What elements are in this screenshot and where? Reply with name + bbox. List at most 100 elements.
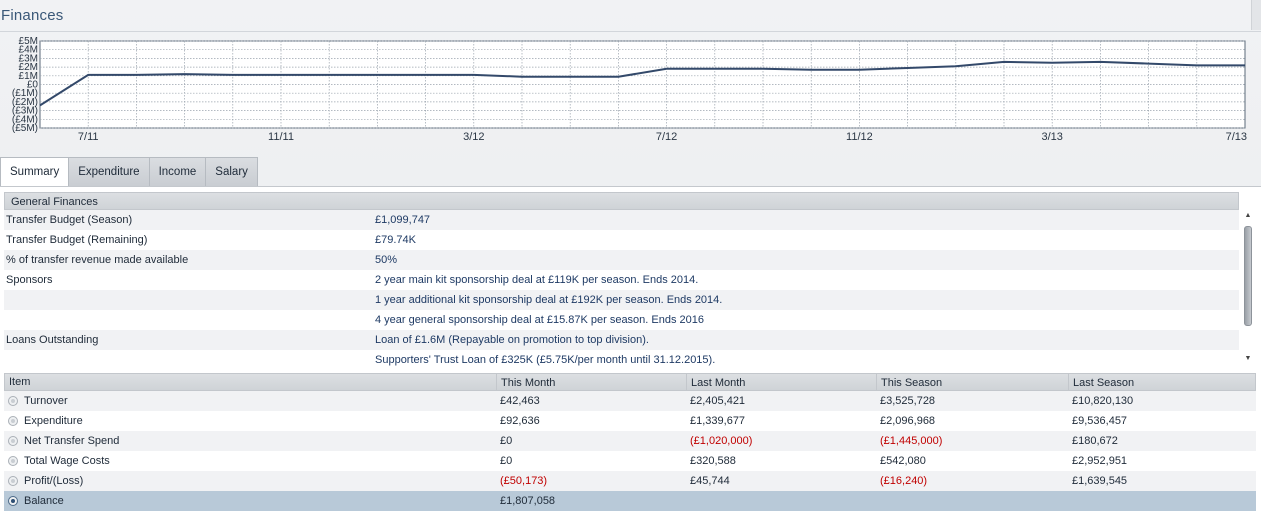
row-item-label: Balance	[24, 495, 64, 507]
row-item-label: Net Transfer Spend	[24, 435, 120, 447]
general-finances-label: Transfer Budget (Season)	[6, 214, 133, 226]
table-row[interactable]: Profit/(Loss) (£50,173) £45,744 (£16,240) £1…	[4, 471, 1256, 491]
table-row[interactable]: Total Wage Costs £0 £320,588 £542,080 £2,952…	[4, 451, 1256, 471]
cell-last-month: £320,588	[690, 455, 736, 467]
title-divider	[0, 31, 1261, 32]
cell-this-season: (£1,445,000)	[880, 435, 943, 447]
y-tick-label: £3M	[19, 53, 38, 64]
cell-this-month: £1,807,058	[500, 495, 556, 507]
cell-last-month: (£1,020,000)	[690, 435, 753, 447]
general-finances-row: % of transfer revenue made available 50%	[4, 250, 1239, 270]
general-finances-scrollbar[interactable]: ▲ ▼	[1242, 210, 1254, 365]
general-finances-label	[4, 290, 375, 310]
general-finances-value: £1,099,747	[375, 214, 431, 226]
y-tick-label: £4M	[19, 45, 38, 56]
cell-last-season: £180,672	[1072, 435, 1118, 447]
cell-last-season	[1068, 491, 1256, 511]
radio-icon[interactable]	[8, 456, 18, 466]
cell-last-month: £2,405,421	[690, 395, 746, 407]
summary-panel: General Finances Transfer Budget (Season…	[0, 186, 1261, 513]
triangle-down-icon[interactable]: ▼	[1244, 355, 1252, 362]
table-row[interactable]: Balance £1,807,058	[4, 491, 1256, 511]
cell-this-season	[876, 491, 1068, 511]
x-tick-label: 7/12	[656, 131, 677, 143]
cell-last-month: £1,339,677	[690, 415, 746, 427]
triangle-up-icon[interactable]: ▲	[1244, 212, 1252, 219]
table-row[interactable]: Expenditure £92,636 £1,339,677 £2,096,968 £9…	[4, 411, 1256, 431]
general-finances-value: 4 year general sponsorship deal at £15.8…	[375, 314, 705, 326]
column-header-item[interactable]: Item	[5, 374, 497, 390]
x-tick-label: 3/13	[1041, 131, 1062, 143]
general-finances-label: % of transfer revenue made available	[6, 254, 189, 266]
cell-this-month: £42,463	[500, 395, 540, 407]
general-finances-label	[4, 310, 375, 330]
radio-icon[interactable]	[8, 476, 18, 486]
cell-this-month: £0	[500, 455, 513, 467]
row-item-cell: Expenditure	[4, 411, 496, 431]
panel-edge	[1251, 0, 1261, 30]
x-tick-label: 3/12	[463, 131, 484, 143]
cell-this-season: £542,080	[880, 455, 926, 467]
table-row[interactable]: Turnover £42,463 £2,405,421 £3,525,728 £10,8…	[4, 391, 1256, 411]
cell-last-season: £1,639,545	[1072, 475, 1128, 487]
y-tick-label: (£1M)	[12, 88, 38, 99]
column-header-this-season[interactable]: This Season	[877, 374, 1069, 390]
row-item-cell: Profit/(Loss)	[4, 471, 496, 491]
cell-this-month: (£50,173)	[500, 475, 548, 487]
row-item-label: Total Wage Costs	[24, 455, 110, 467]
column-header-last-season[interactable]: Last Season	[1073, 377, 1135, 389]
general-finances-section: General Finances Transfer Budget (Season…	[4, 192, 1239, 370]
y-tick-label: £0	[27, 80, 39, 91]
y-tick-label: £1M	[19, 71, 38, 82]
general-finances-row: Sponsors 2 year main kit sponsorship deal…	[4, 270, 1239, 290]
tab-expenditure[interactable]: Expenditure	[69, 157, 150, 187]
table-row[interactable]: Net Transfer Spend £0 (£1,020,000) (£1,445,…	[4, 431, 1256, 451]
cell-this-season: £3,525,728	[880, 395, 936, 407]
balance-series-line	[39, 60, 1245, 107]
y-tick-label: (£4M)	[12, 114, 38, 125]
column-header-this-month[interactable]: This Month	[497, 374, 687, 390]
column-header-last-month[interactable]: Last Month	[687, 374, 877, 390]
plot-area	[39, 40, 1246, 129]
general-finances-value: Supporters' Trust Loan of £325K (£5.75K/…	[375, 354, 716, 366]
general-finances-row: 1 year additional kit sponsorship deal a…	[4, 290, 1239, 310]
general-finances-label: Transfer Budget (Remaining)	[6, 234, 148, 246]
radio-icon[interactable]	[8, 496, 18, 506]
general-finances-row: Transfer Budget (Remaining) £79.74K	[4, 230, 1239, 250]
y-tick-label: (£2M)	[12, 97, 38, 108]
cell-this-season: £2,096,968	[880, 415, 936, 427]
general-finances-label	[4, 350, 375, 370]
tab-salary[interactable]: Salary	[206, 157, 258, 187]
row-item-label: Turnover	[24, 395, 68, 407]
general-finances-row: Transfer Budget (Season) £1,099,747	[4, 210, 1239, 230]
row-item-label: Expenditure	[24, 415, 83, 427]
radio-icon[interactable]	[8, 396, 18, 406]
row-item-cell: Balance	[4, 491, 496, 511]
general-finances-value: £79.74K	[375, 234, 416, 246]
scrollbar-thumb[interactable]	[1244, 226, 1252, 326]
radio-icon[interactable]	[8, 436, 18, 446]
y-tick-label: (£5M)	[12, 123, 38, 134]
y-tick-label: (£3M)	[12, 106, 38, 117]
x-tick-label: 7/13	[1226, 131, 1247, 143]
cell-last-month: £45,744	[690, 475, 730, 487]
cell-this-month: £92,636	[500, 415, 540, 427]
general-finances-row: Supporters' Trust Loan of £325K (£5.75K/…	[4, 350, 1239, 370]
general-finances-label: Loans Outstanding	[6, 334, 99, 346]
row-item-cell: Total Wage Costs	[4, 451, 496, 471]
general-finances-value: 2 year main kit sponsorship deal at £119…	[375, 274, 699, 286]
balance-chart: £5M£4M£3M£2M£1M£0(£1M)(£2M)(£3M)(£4M)(£5…	[12, 36, 1247, 143]
cell-this-season: (£16,240)	[880, 475, 928, 487]
tab-summary[interactable]: Summary	[0, 157, 70, 187]
general-finances-header: General Finances	[4, 192, 1239, 210]
tab-income[interactable]: Income	[149, 157, 207, 187]
x-tick-label: 7/11	[78, 131, 99, 143]
x-tick-label: 11/12	[846, 131, 873, 143]
cell-this-month: £0	[500, 435, 513, 447]
cell-last-season: £10,820,130	[1072, 395, 1134, 407]
cell-last-season: £2,952,951	[1072, 455, 1128, 467]
radio-icon[interactable]	[8, 416, 18, 426]
y-tick-label: £2M	[19, 62, 38, 73]
general-finances-row: 4 year general sponsorship deal at £15.8…	[4, 310, 1239, 330]
summary-table-header: Item This Month Last Month This Season L…	[4, 373, 1256, 391]
